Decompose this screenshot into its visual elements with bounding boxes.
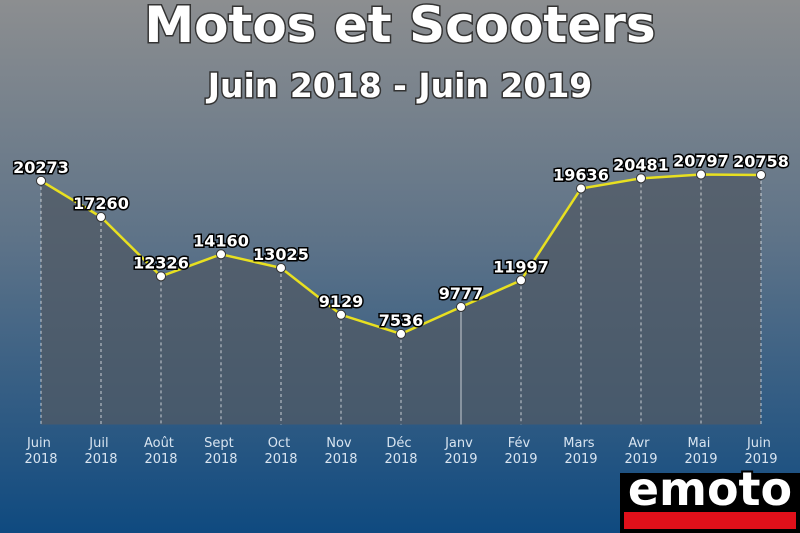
point: [276, 262, 286, 273]
point: [156, 271, 166, 282]
x-tick-month: Fév: [508, 436, 535, 451]
x-tick-year: 2019: [504, 452, 537, 467]
x-tick-year: 2018: [204, 452, 237, 467]
x-tick-month: Mai: [688, 436, 715, 451]
x-tick-month: Juil: [88, 436, 112, 451]
x-tick-label: Avr 2019: [624, 436, 657, 467]
x-tick-label: Août 2018: [144, 436, 178, 467]
data-label: 20797: [673, 152, 729, 171]
data-label: 9777: [439, 284, 484, 303]
x-tick-year: 2018: [84, 452, 117, 467]
data-label: 9129: [319, 292, 364, 311]
x-tick-year: 2019: [444, 452, 477, 467]
x-tick-label: Fév 2019: [504, 436, 537, 467]
data-label: 13025: [253, 245, 309, 264]
x-tick-year: 2018: [264, 452, 297, 467]
point: [516, 275, 526, 286]
x-tick-label: Mai 2019: [684, 436, 717, 467]
data-label: 14160: [193, 231, 249, 250]
x-tick-label: Juin 2019: [744, 436, 777, 467]
point: [36, 175, 46, 186]
x-tick-label: Mars 2019: [563, 436, 598, 467]
x-tick-label: Sept 2018: [204, 436, 238, 467]
data-label: 20758: [733, 152, 789, 171]
data-label: 17260: [73, 194, 129, 213]
x-tick-month: Avr: [628, 436, 653, 451]
x-tick-month: Sept: [204, 436, 238, 451]
logo-text: emoto: [628, 462, 792, 516]
chart-subtitle: Juin 2018 - Juin 2019: [206, 66, 593, 105]
point: [756, 169, 766, 180]
x-tick-year: 2018: [24, 452, 57, 467]
x-tick-year: 2019: [744, 452, 777, 467]
x-tick-year: 2018: [384, 452, 417, 467]
x-tick-year: 2018: [144, 452, 177, 467]
point: [216, 249, 226, 260]
point: [696, 169, 706, 180]
x-tick-month: Oct: [268, 436, 295, 451]
x-tick-month: Août: [144, 436, 178, 451]
x-tick-month: Juin: [746, 436, 775, 451]
x-tick-label: Juil 2018: [84, 436, 117, 467]
x-tick-year: 2018: [324, 452, 357, 467]
data-label: 7536: [379, 311, 424, 330]
x-tick-year: 2019: [564, 452, 597, 467]
x-tick-month: Mars: [563, 436, 598, 451]
point: [336, 309, 346, 320]
x-tick-year: 2019: [624, 452, 657, 467]
x-tick-label: Déc 2018: [384, 436, 417, 467]
x-tick-month: Janv: [444, 436, 477, 451]
point: [96, 212, 106, 223]
x-tick-label: Janv 2019: [444, 436, 477, 467]
x-tick-label: Juin 2018: [24, 436, 57, 467]
chart-title: Motos et Scooters: [144, 0, 655, 54]
point: [576, 183, 586, 194]
point: [456, 301, 466, 312]
data-label: 20481: [613, 155, 669, 174]
logo-stripe: [624, 512, 796, 529]
x-tick-month: Nov: [326, 436, 356, 451]
data-label: 19636: [553, 165, 609, 184]
data-label: 11997: [493, 257, 549, 276]
x-tick-month: Juin: [26, 436, 55, 451]
x-tick-label: Nov 2018: [324, 436, 357, 467]
x-tick-year: 2019: [684, 452, 717, 467]
x-tick-label: Oct 2018: [264, 436, 297, 467]
logo: emoto: [620, 460, 800, 533]
data-label: 12326: [133, 253, 189, 272]
point: [636, 173, 646, 184]
point: [396, 328, 406, 339]
data-label: 20273: [13, 158, 69, 177]
x-tick-month: Déc: [386, 436, 415, 451]
